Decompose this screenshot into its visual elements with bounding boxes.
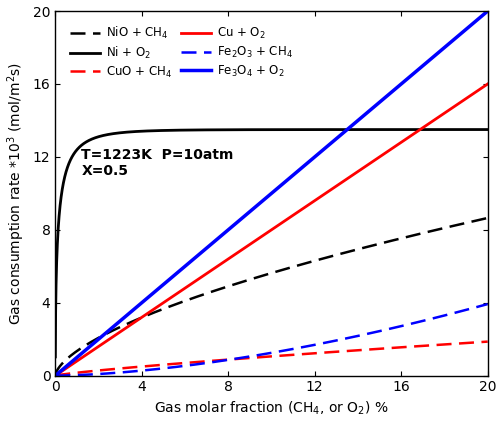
Fe$_3$O$_4$ + O$_2$ (475, 16, 481, 21)
CuO + CH$_4$ (52, 373, 58, 378)
NiO + CH$_4$ (52, 373, 58, 378)
Fe$_2$O$_3$ + CH$_4$ (475, 304, 481, 309)
Fe$_3$O$_4$ + O$_2$ (236, 217, 242, 222)
Fe$_2$O$_3$ + CH$_4$ (429, 316, 435, 321)
NiO + CH$_4$ (475, 217, 481, 222)
NiO + CH$_4$ (429, 228, 435, 233)
Cu + O$_2$ (475, 87, 481, 92)
Ni + O$_2$ (218, 127, 224, 132)
Cu + O$_2$ (484, 82, 490, 87)
Line: Cu + O$_2$: Cu + O$_2$ (55, 84, 487, 376)
Cu + O$_2$ (101, 340, 107, 345)
Ni + O$_2$ (52, 354, 58, 360)
CuO + CH$_4$ (127, 365, 133, 370)
Cu + O$_2$ (52, 373, 58, 378)
Cu + O$_2$ (218, 261, 224, 266)
Fe$_3$O$_4$ + O$_2$ (484, 8, 490, 14)
Cu + O$_2$ (127, 322, 133, 327)
CuO + CH$_4$ (236, 356, 242, 361)
Legend: NiO + CH$_4$, Ni + O$_2$, CuO + CH$_4$, Cu + O$_2$, Fe$_2$O$_3$ + CH$_4$, Fe$_3$: NiO + CH$_4$, Ni + O$_2$, CuO + CH$_4$, … (66, 21, 297, 85)
Fe$_2$O$_3$ + CH$_4$ (127, 369, 133, 374)
Fe$_3$O$_4$ + O$_2$ (101, 332, 107, 337)
Fe$_3$O$_4$ + O$_2$ (52, 373, 58, 378)
Cu + O$_2$ (429, 118, 435, 124)
Fe$_3$O$_4$ + O$_2$ (127, 310, 133, 315)
Ni + O$_2$ (127, 129, 133, 135)
Text: T=1223K  P=10atm
X=0.5: T=1223K P=10atm X=0.5 (81, 148, 233, 178)
Line: Fe$_3$O$_4$ + O$_2$: Fe$_3$O$_4$ + O$_2$ (55, 11, 487, 376)
NiO + CH$_4$ (484, 215, 490, 220)
CuO + CH$_4$ (218, 357, 224, 363)
CuO + CH$_4$ (475, 340, 481, 345)
NiO + CH$_4$ (236, 280, 242, 285)
Ni + O$_2$ (429, 127, 435, 132)
X-axis label: Gas molar fraction (CH$_4$, or O$_2$) %: Gas molar fraction (CH$_4$, or O$_2$) % (154, 400, 388, 418)
Ni + O$_2$ (475, 127, 481, 132)
NiO + CH$_4$ (218, 286, 224, 291)
Ni + O$_2$ (484, 127, 490, 132)
Fe$_3$O$_4$ + O$_2$ (429, 55, 435, 60)
Line: CuO + CH$_4$: CuO + CH$_4$ (55, 342, 487, 376)
CuO + CH$_4$ (429, 343, 435, 348)
Fe$_2$O$_3$ + CH$_4$ (236, 355, 242, 360)
Fe$_2$O$_3$ + CH$_4$ (484, 302, 490, 307)
NiO + CH$_4$ (127, 320, 133, 325)
Fe$_2$O$_3$ + CH$_4$ (101, 371, 107, 376)
Fe$_2$O$_3$ + CH$_4$ (52, 373, 58, 378)
Fe$_3$O$_4$ + O$_2$ (218, 233, 224, 238)
Ni + O$_2$ (101, 133, 107, 138)
Y-axis label: Gas consumption rate *10$^3$ (mol/m$^2$s): Gas consumption rate *10$^3$ (mol/m$^2$s… (6, 62, 27, 325)
Fe$_2$O$_3$ + CH$_4$ (218, 358, 224, 363)
CuO + CH$_4$ (101, 367, 107, 372)
Line: NiO + CH$_4$: NiO + CH$_4$ (55, 218, 487, 375)
Ni + O$_2$ (236, 127, 242, 132)
Cu + O$_2$ (236, 249, 242, 254)
NiO + CH$_4$ (101, 332, 107, 337)
Line: Ni + O$_2$: Ni + O$_2$ (55, 129, 487, 357)
Line: Fe$_2$O$_3$ + CH$_4$: Fe$_2$O$_3$ + CH$_4$ (55, 304, 487, 376)
CuO + CH$_4$ (484, 339, 490, 344)
